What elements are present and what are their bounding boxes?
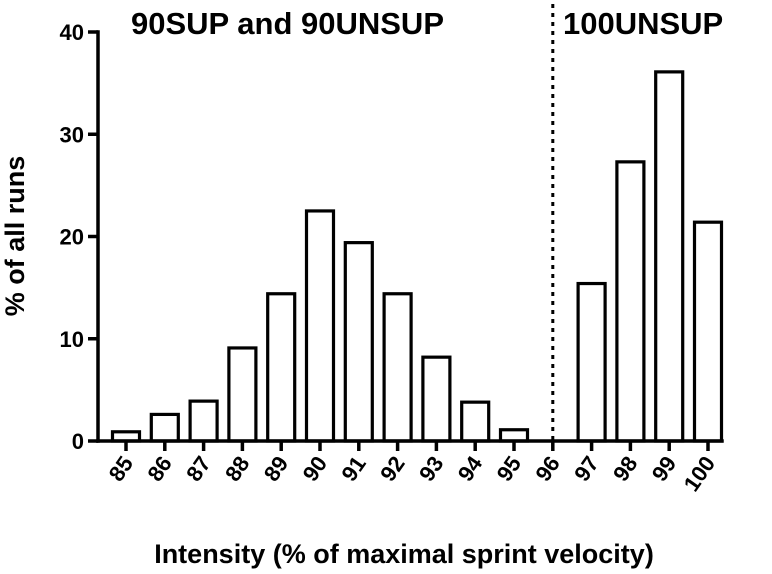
x-tick-label: 89 (259, 452, 294, 486)
left-group-label: 90SUP and 90UNSUP (131, 6, 444, 41)
y-axis-label: % of all runs (0, 156, 30, 317)
x-tick-label: 86 (142, 452, 177, 486)
x-tick-label: 91 (336, 452, 371, 486)
y-ticks: 0 10 20 30 40 (60, 20, 98, 454)
bar-99 (654, 70, 685, 443)
right-group-label: 100UNSUP (563, 6, 723, 41)
x-tick-label: 87 (181, 452, 216, 486)
x-tick-label: 90 (298, 452, 333, 486)
bar-93 (421, 355, 452, 443)
y-tick-label: 10 (60, 327, 84, 352)
bar-92 (382, 292, 413, 443)
x-tick-label: 99 (647, 452, 682, 486)
x-tick-label: 92 (375, 452, 410, 486)
y-tick-label: 20 (60, 225, 84, 250)
bar-98 (615, 160, 646, 443)
bar-97 (576, 281, 607, 443)
x-tick-label: 94 (453, 451, 488, 486)
bar-89 (266, 292, 297, 443)
bar-94 (460, 400, 491, 443)
x-tick-label: 93 (414, 452, 449, 486)
bar-91 (343, 241, 374, 443)
x-tick-label: 85 (104, 452, 139, 486)
y-tick-label: 30 (60, 122, 84, 147)
bar-88 (227, 346, 258, 443)
x-axis-label: Intensity (% of maximal sprint velocity) (154, 539, 654, 569)
x-tick-label: 100 (679, 452, 721, 496)
bar-90 (304, 209, 336, 443)
x-tick-label: 96 (530, 452, 565, 486)
bar-86 (149, 412, 180, 443)
x-tick-label: 88 (220, 452, 255, 486)
bars (110, 70, 724, 443)
x-tick-label: 97 (569, 452, 604, 486)
x-tick-label: 95 (492, 452, 527, 486)
x-tick-label: 98 (608, 452, 643, 486)
bar-100 (692, 220, 724, 443)
y-tick-label: 0 (72, 429, 84, 454)
bar-87 (188, 399, 219, 443)
y-tick-label: 40 (60, 20, 84, 45)
